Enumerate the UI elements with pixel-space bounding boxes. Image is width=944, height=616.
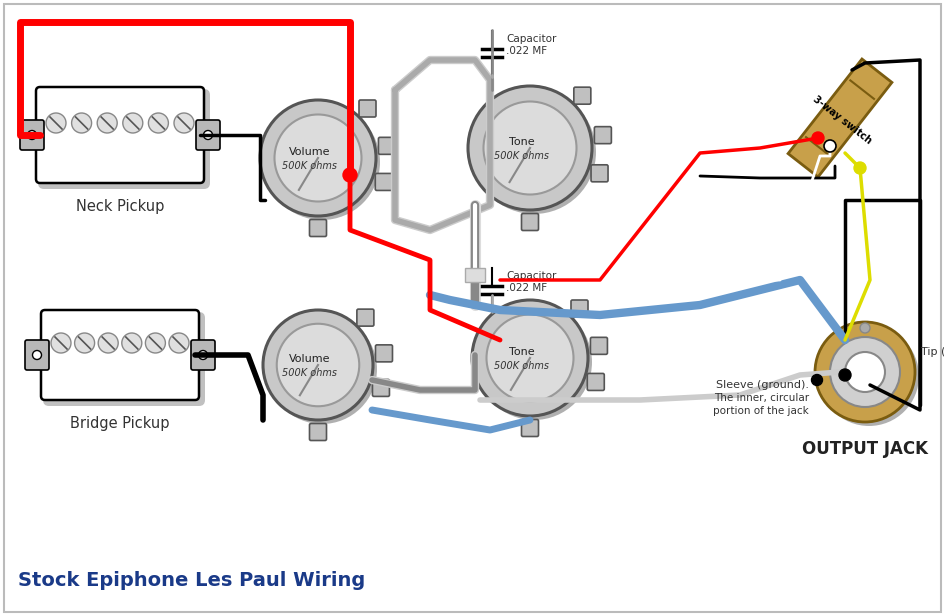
Circle shape (829, 337, 899, 407)
Circle shape (122, 333, 142, 353)
Circle shape (471, 300, 587, 416)
Text: .022 MF: .022 MF (505, 283, 547, 293)
FancyBboxPatch shape (521, 214, 538, 230)
FancyBboxPatch shape (590, 165, 607, 182)
FancyBboxPatch shape (573, 87, 590, 104)
Circle shape (148, 113, 168, 133)
FancyBboxPatch shape (20, 120, 44, 150)
Text: Neck Pickup: Neck Pickup (76, 199, 164, 214)
FancyBboxPatch shape (43, 312, 205, 406)
FancyBboxPatch shape (191, 340, 215, 370)
Text: 500K ohms: 500K ohms (494, 151, 548, 161)
Circle shape (46, 113, 66, 133)
Text: .022 MF: .022 MF (505, 46, 547, 56)
FancyBboxPatch shape (594, 127, 611, 144)
Circle shape (467, 86, 591, 210)
Circle shape (838, 369, 851, 381)
Polygon shape (787, 59, 891, 177)
Text: Tip (hot output): Tip (hot output) (920, 347, 944, 357)
Circle shape (483, 102, 576, 195)
FancyBboxPatch shape (41, 310, 199, 400)
Text: portion of the jack: portion of the jack (713, 406, 808, 416)
Text: Capacitor: Capacitor (505, 271, 556, 281)
Text: Volume: Volume (289, 147, 330, 157)
Circle shape (859, 323, 869, 333)
FancyBboxPatch shape (38, 89, 210, 189)
FancyBboxPatch shape (375, 174, 392, 190)
FancyBboxPatch shape (359, 100, 376, 117)
Circle shape (263, 104, 379, 220)
Circle shape (486, 315, 573, 402)
Text: Stock Epiphone Les Paul Wiring: Stock Epiphone Les Paul Wiring (18, 571, 365, 590)
Circle shape (277, 324, 359, 406)
FancyBboxPatch shape (310, 424, 327, 440)
Circle shape (853, 162, 865, 174)
Text: OUTPUT JACK: OUTPUT JACK (801, 440, 927, 458)
Circle shape (262, 310, 373, 420)
Circle shape (198, 351, 208, 360)
FancyBboxPatch shape (570, 300, 587, 317)
Text: Sleeve (ground).: Sleeve (ground). (716, 380, 808, 390)
FancyBboxPatch shape (357, 309, 374, 326)
Circle shape (51, 333, 71, 353)
Circle shape (32, 351, 42, 360)
Circle shape (823, 140, 835, 152)
Circle shape (72, 113, 92, 133)
Circle shape (274, 115, 362, 201)
Circle shape (818, 326, 918, 426)
FancyBboxPatch shape (464, 268, 484, 282)
Circle shape (260, 100, 376, 216)
Circle shape (169, 333, 189, 353)
Circle shape (98, 333, 118, 353)
Circle shape (27, 131, 37, 139)
Circle shape (145, 333, 165, 353)
Circle shape (267, 314, 377, 424)
Text: Tone: Tone (509, 137, 534, 147)
Circle shape (471, 90, 596, 214)
Circle shape (75, 333, 94, 353)
FancyBboxPatch shape (25, 340, 49, 370)
Text: 500K ohms: 500K ohms (494, 361, 548, 371)
Text: Bridge Pickup: Bridge Pickup (70, 416, 170, 431)
FancyBboxPatch shape (310, 219, 327, 237)
FancyBboxPatch shape (36, 87, 204, 183)
FancyBboxPatch shape (378, 137, 395, 155)
FancyBboxPatch shape (521, 419, 538, 437)
FancyBboxPatch shape (195, 120, 220, 150)
Text: 500K ohms: 500K ohms (282, 161, 337, 171)
Text: 500K ohms: 500K ohms (282, 368, 337, 378)
Circle shape (476, 304, 591, 420)
Text: Volume: Volume (289, 354, 330, 364)
Circle shape (174, 113, 194, 133)
Text: The inner, circular: The inner, circular (713, 393, 808, 403)
FancyBboxPatch shape (590, 338, 607, 354)
Circle shape (97, 113, 117, 133)
Circle shape (123, 113, 143, 133)
Text: Tone: Tone (509, 347, 534, 357)
FancyBboxPatch shape (372, 379, 389, 397)
FancyBboxPatch shape (375, 345, 392, 362)
Circle shape (811, 132, 823, 144)
Text: Capacitor: Capacitor (505, 34, 556, 44)
Text: 3-way switch: 3-way switch (810, 94, 872, 146)
FancyBboxPatch shape (586, 373, 603, 391)
Circle shape (811, 375, 821, 386)
Circle shape (203, 131, 212, 139)
Circle shape (844, 352, 885, 392)
Circle shape (343, 168, 357, 182)
Circle shape (814, 322, 914, 422)
